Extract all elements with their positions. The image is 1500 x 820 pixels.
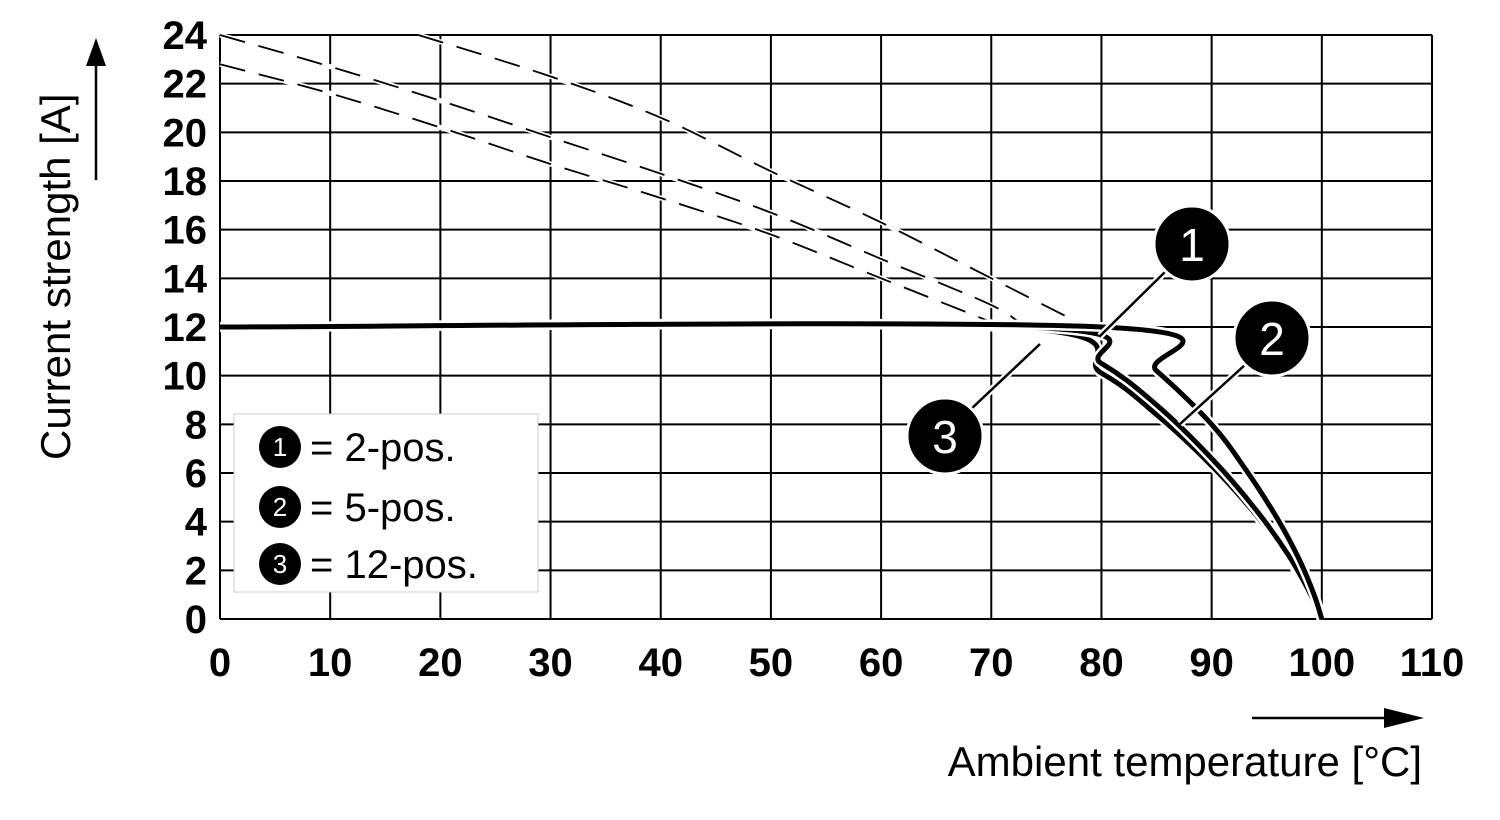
series-3-derating-halo [219, 61, 1007, 330]
tick-labels: 0 10 20 30 40 50 60 70 80 90 100 110024681012141618… [163, 14, 1465, 685]
x-axis-title: Ambient temperature [°C] [948, 738, 1422, 785]
x-tick-label-50: 50 [749, 641, 794, 685]
x-axis-arrow-head [1384, 708, 1424, 728]
callout-2-badge [1232, 298, 1312, 378]
legend-marker-2 [259, 486, 301, 528]
series-1-derating-halo [417, 32, 1103, 337]
y-tick-label-24: 24 [163, 14, 208, 58]
y-axis-title-group: Current strength [A] [32, 38, 106, 460]
callout-2: 2 [1177, 298, 1312, 427]
x-tick-label-110: 110 [1400, 641, 1465, 685]
legend: 1 = 2-pos. 2 = 5-pos. 3 = 12-pos. [233, 413, 539, 593]
callout-3-label: 3 [932, 411, 958, 463]
legend-marker-1-label: 1 [273, 432, 287, 462]
legend-item-1: 1 = 2-pos. [259, 426, 456, 470]
legend-item-2: 2 = 5-pos. [259, 486, 456, 530]
y-tick-label-22: 22 [163, 63, 208, 107]
callout-1-badge [1152, 204, 1232, 284]
y-tick-label-4: 4 [185, 501, 208, 545]
y-tick-label-18: 18 [163, 160, 208, 204]
callout-1: 1 [1097, 204, 1232, 339]
x-tick-label-70: 70 [969, 641, 1014, 685]
series-3-derating-line [219, 63, 1005, 329]
y-axis-title: Current strength [A] [32, 94, 79, 461]
x-tick-label-30: 30 [528, 641, 573, 685]
x-tick-label-90: 90 [1189, 641, 1234, 685]
x-tick-label-0: 0 [209, 641, 231, 685]
y-tick-label-8: 8 [185, 403, 207, 447]
y-tick-label-12: 12 [163, 306, 208, 350]
x-tick-label-20: 20 [418, 641, 463, 685]
legend-label-2: = 5-pos. [310, 486, 456, 530]
callout-3-badge [905, 396, 985, 476]
series-2-derating-line [219, 34, 1025, 328]
legend-label-1: = 2-pos. [310, 426, 456, 470]
y-tick-label-6: 6 [185, 452, 207, 496]
y-tick-label-0: 0 [185, 598, 207, 642]
series-1-derating-line [418, 34, 1102, 336]
curves [219, 32, 1327, 622]
y-tick-label-14: 14 [163, 257, 208, 301]
legend-marker-1 [259, 426, 301, 468]
y-tick-label-10: 10 [163, 355, 208, 399]
x-axis-title-group: Ambient temperature [°C] [948, 708, 1424, 785]
x-tick-label-10: 10 [308, 641, 353, 685]
x-tick-label-100: 100 [1288, 641, 1355, 685]
callout-3-leader-core [969, 343, 1041, 411]
callout-2-leader-core [1179, 363, 1247, 425]
y-tick-label-2: 2 [185, 549, 207, 593]
x-tick-label-40: 40 [638, 641, 683, 685]
callout-1-leader-core [1099, 271, 1166, 337]
series-1-rated-line [219, 321, 1325, 620]
legend-label-3: = 12-pos. [310, 543, 478, 587]
legend-marker-3-label: 3 [273, 549, 287, 579]
legend-item-3: 3 = 12-pos. [259, 543, 478, 587]
x-tick-label-60: 60 [859, 641, 904, 685]
callout-2-label: 2 [1259, 313, 1285, 365]
legend-marker-3 [259, 543, 301, 585]
y-tick-label-20: 20 [163, 111, 208, 155]
legend-marker-2-label: 2 [273, 492, 287, 522]
callout-1-label: 1 [1179, 219, 1205, 271]
y-tick-label-16: 16 [163, 209, 208, 253]
grid [219, 34, 1433, 620]
callout-3: 3 [905, 341, 1043, 476]
x-tick-label-80: 80 [1079, 641, 1124, 685]
y-axis-arrow-head [86, 38, 106, 66]
